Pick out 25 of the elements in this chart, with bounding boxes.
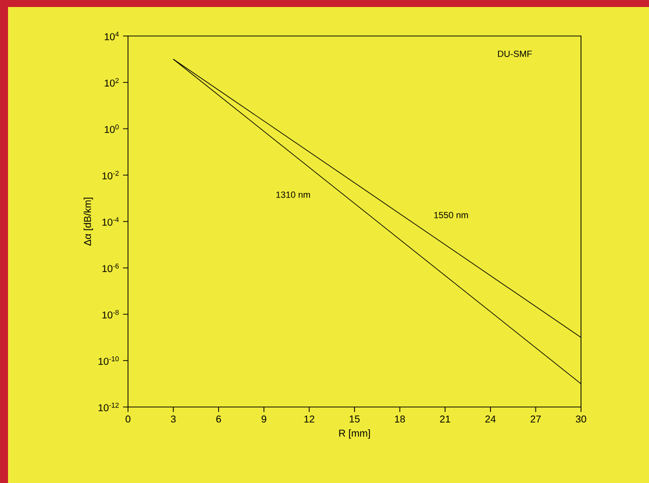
x-tick-label: 6 bbox=[216, 416, 221, 423]
x-tick-label: 21 bbox=[440, 416, 450, 422]
x-tick-label: 18 bbox=[395, 416, 405, 423]
y-tick-label: 10$^{-10}$ bbox=[98, 356, 119, 365]
y-tick-label: 10$^{2}$ bbox=[104, 78, 119, 87]
x-tick-label: 12 bbox=[304, 416, 314, 422]
y-tick-label: 10$^{-4}$ bbox=[102, 217, 119, 226]
x-tick-label: 3 bbox=[170, 416, 176, 423]
y-tick-label: 10$^{-8}$ bbox=[102, 310, 119, 319]
y-tick-label: 10$^{4}$ bbox=[104, 32, 119, 40]
x-tick-label: 27 bbox=[530, 416, 541, 422]
x-tick-label: 30 bbox=[576, 416, 586, 423]
x-tick-label: 15 bbox=[350, 415, 360, 422]
series-label: 1550 nm bbox=[434, 212, 468, 218]
text: 1310 nm bbox=[276, 192, 310, 198]
x-axis-title: R [mm] bbox=[339, 429, 370, 439]
x-tick-label: 9 bbox=[262, 416, 266, 423]
y-axis-title: Δα [dB/km] bbox=[84, 198, 93, 246]
y-tick-label: 10$^{-6}$ bbox=[102, 264, 119, 272]
y-tick-label: 10$^{0}$ bbox=[104, 124, 119, 134]
y-tick-label: 10$^{-2}$ bbox=[102, 170, 119, 180]
x-tick-label: 0 bbox=[126, 416, 130, 423]
y-tick-label: 10$^{-12}$ bbox=[98, 402, 119, 412]
x-tick-label: 24 bbox=[485, 416, 496, 422]
annotation: DU-SMF bbox=[498, 50, 532, 57]
